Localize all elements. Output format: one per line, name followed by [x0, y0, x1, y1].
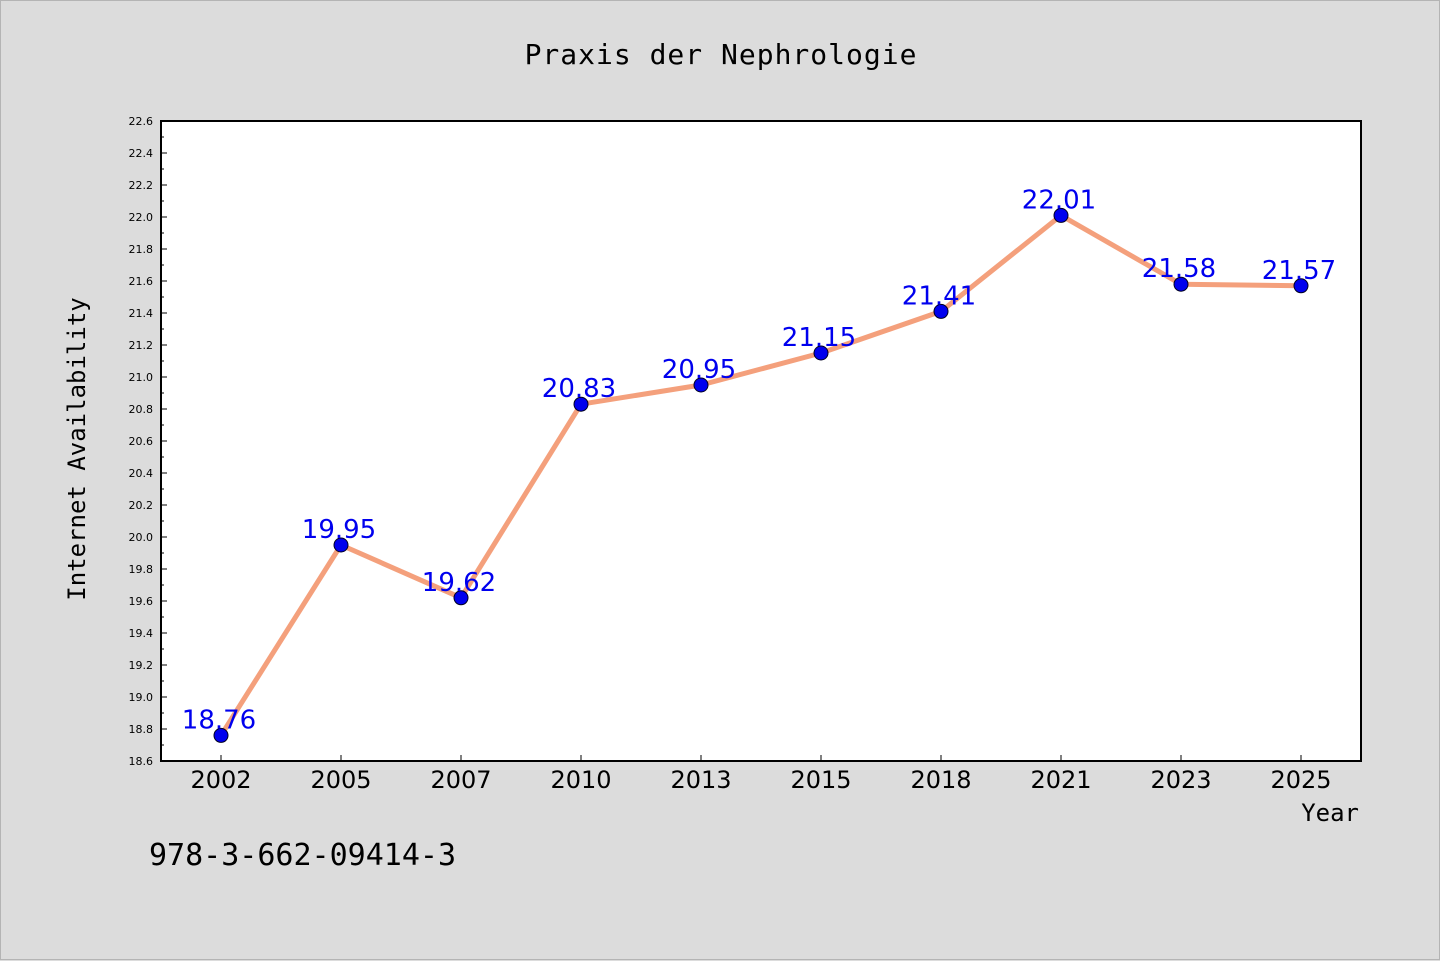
data-point — [1173, 276, 1189, 292]
x-axis: 2002 2005 2007 2010 2013 2015 2018 2021 2023 2025 — [190, 755, 1332, 794]
y-tick-label: 20.0 — [129, 531, 154, 544]
y-tick-label: 21.0 — [129, 371, 154, 384]
x-tick-label: 2010 — [550, 766, 611, 794]
series-line — [218, 212, 1304, 738]
y-tick-label: 19.2 — [129, 659, 154, 672]
data-point — [333, 537, 349, 553]
data-label: 22.01 — [1022, 185, 1096, 215]
y-tick-label: 20.6 — [129, 435, 154, 448]
y-axis-title: Internet Availability — [63, 297, 91, 600]
y-tick-label: 19.0 — [129, 691, 154, 704]
data-point — [813, 345, 829, 361]
x-tick-label: 2021 — [1030, 766, 1091, 794]
y-tick-label: 18.8 — [129, 723, 154, 736]
x-tick-label: 2013 — [670, 766, 731, 794]
isbn-footer: 978-3-662-09414-3 — [149, 838, 456, 873]
x-tick-label: 2007 — [430, 766, 491, 794]
data-label: 19.62 — [422, 568, 496, 598]
y-tick-label: 22.6 — [129, 115, 154, 128]
x-axis-title: Year — [1301, 799, 1359, 827]
y-tick-label: 22.4 — [129, 147, 154, 160]
y-tick-label: 20.4 — [129, 467, 154, 480]
data-label: 19.95 — [302, 515, 376, 545]
y-tick-label: 21.4 — [129, 307, 154, 320]
data-point — [213, 727, 229, 743]
data-point — [453, 590, 469, 606]
plot-area — [160, 120, 1362, 762]
y-tick-label: 21.8 — [129, 243, 154, 256]
y-axis: 18.6 18.8 19.0 19.2 19.4 19.6 19.8 20.0 20.2 20.4… — [129, 115, 167, 768]
x-tick-label: 2023 — [1150, 766, 1211, 794]
data-markers — [213, 207, 1309, 743]
x-tick-label: 2015 — [790, 766, 851, 794]
y-tick-label: 20.8 — [129, 403, 154, 416]
data-label: 21.41 — [902, 281, 976, 311]
x-tick-label: 2018 — [910, 766, 971, 794]
y-tick-label: 19.8 — [129, 563, 154, 576]
data-label: 21.58 — [1142, 254, 1216, 284]
y-tick-label: 20.2 — [129, 499, 154, 512]
data-point — [573, 396, 589, 412]
data-label: 21.57 — [1262, 256, 1336, 286]
y-tick-label: 19.4 — [129, 627, 154, 640]
y-tick-label: 18.6 — [129, 755, 154, 768]
x-tick-label: 2005 — [310, 766, 371, 794]
data-label: 18.76 — [182, 705, 256, 735]
y-tick-label: 22.2 — [129, 179, 154, 192]
series-line-group — [218, 212, 1304, 738]
data-point — [933, 303, 949, 319]
y-tick-label: 21.6 — [129, 275, 154, 288]
data-point — [1293, 278, 1309, 294]
data-point — [1053, 207, 1069, 223]
data-point — [693, 377, 709, 393]
x-tick-label: 2002 — [190, 766, 251, 794]
x-tick-label: 2025 — [1270, 766, 1331, 794]
y-tick-label: 21.2 — [129, 339, 154, 352]
chart-title: Praxis der Nephrologie — [525, 38, 918, 71]
y-tick-label: 19.6 — [129, 595, 154, 608]
data-labels: 18.76 19.95 19.62 20.83 20.95 21.15 21.41 22.01… — [182, 185, 1336, 735]
y-tick-label: 22.0 — [129, 211, 154, 224]
data-label: 20.95 — [662, 355, 736, 385]
data-label: 21.15 — [782, 323, 856, 353]
data-label: 20.83 — [542, 374, 616, 404]
